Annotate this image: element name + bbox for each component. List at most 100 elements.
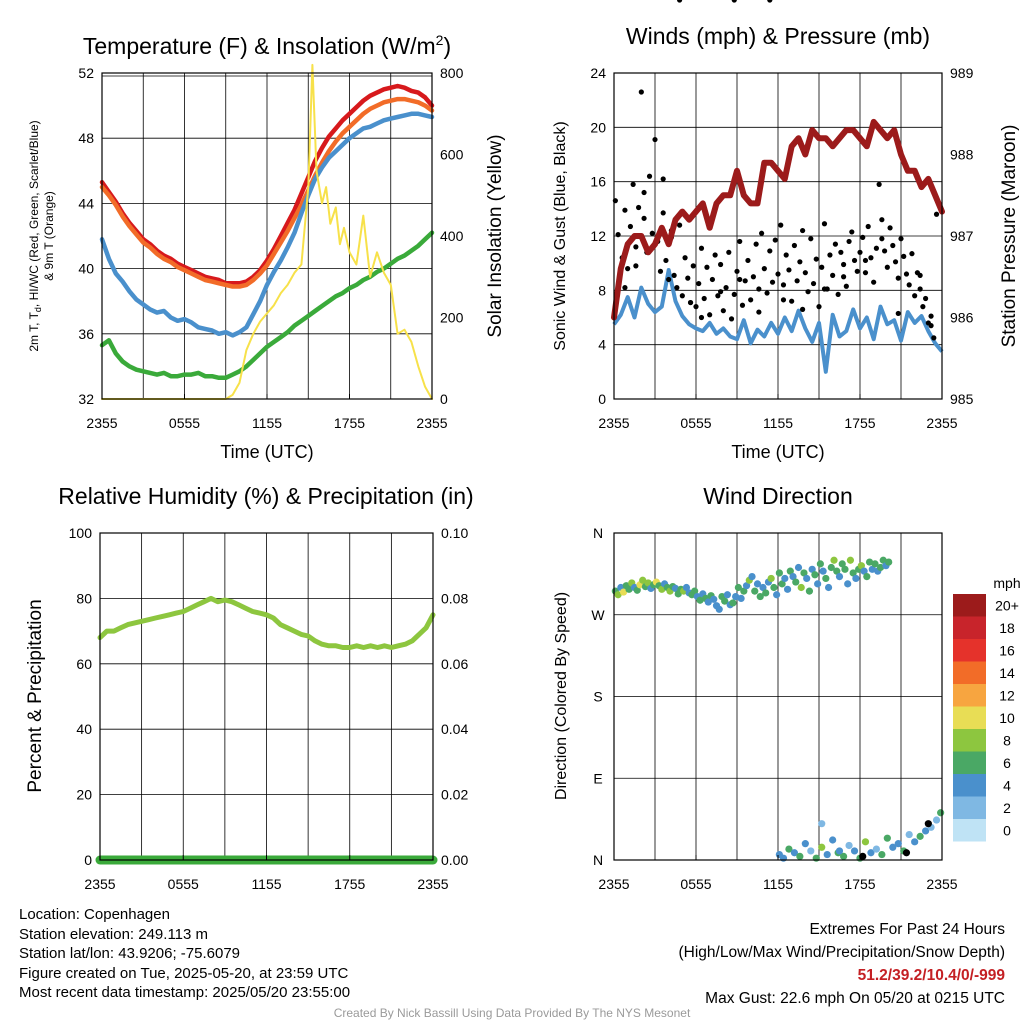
speed-legend-swatch-1 [953, 616, 986, 639]
gust-point [622, 285, 628, 291]
gust-point [641, 189, 647, 196]
panel3-x-tick-1: 0555 [168, 876, 199, 892]
gust-point [854, 268, 860, 274]
panel1-left-tick-3: 44 [78, 195, 94, 211]
gust-point [615, 232, 621, 238]
gust-point [846, 238, 852, 245]
wind-direction-point [767, 574, 775, 583]
winds-panel-title: Winds (mph) & Pressure (mb) [626, 23, 930, 49]
temperature-series-0 [99, 83, 435, 286]
gust-point [832, 241, 839, 247]
wind-direction-point [704, 598, 712, 606]
wind-direction-point [872, 845, 881, 853]
wind-direction-point [871, 560, 879, 568]
wind-direction-point [846, 556, 855, 564]
panel2-right-tick-3: 988 [950, 147, 974, 163]
gust-point [920, 304, 926, 310]
gust-point [652, 136, 658, 143]
speed-legend-swatch-8 [953, 774, 986, 797]
extremes-values: 51.2/39.2/10.4/0/-999 [857, 967, 1005, 984]
panel2-left-tick-0: 0 [598, 391, 606, 407]
wind-direction-point [878, 850, 886, 859]
gust-point [909, 251, 915, 257]
max-gust: Max Gust: 22.6 mph On 05/20 at 0215 UTC [705, 990, 1005, 1007]
gust-point [756, 309, 762, 315]
wind-direction-point [905, 830, 913, 839]
wind-direction-point [879, 556, 887, 564]
gust-point [723, 285, 729, 291]
gust-point [876, 181, 882, 187]
gust-point [709, 276, 716, 283]
gust-point [862, 270, 869, 276]
wind-direction-point [753, 580, 762, 588]
gust-point [890, 242, 896, 249]
gust-point [701, 295, 707, 302]
wind-direction-point [639, 576, 647, 584]
panel2-x-tick-3: 1755 [844, 415, 875, 431]
wind-direction-point [838, 560, 846, 568]
gust-point [835, 291, 841, 298]
wind-direction-point [859, 852, 867, 860]
temperature-series-2 [99, 111, 435, 338]
station-latlon: Station lat/lon: 43.9206; -75.6079 [19, 945, 241, 962]
panel1-x-tick-2: 1155 [252, 415, 282, 431]
panel1-left-tick-5: 52 [78, 65, 94, 81]
gust-point [895, 310, 901, 317]
gust-point [677, 0, 683, 3]
panel2-right-tick-4: 989 [950, 65, 974, 81]
speed-legend-label-5: 10 [999, 710, 1015, 726]
panel2-x-tick-0: 2355 [598, 415, 629, 431]
panel1-right-tick-0: 0 [440, 391, 448, 407]
humidity-grid [100, 533, 433, 860]
gust-point [797, 259, 803, 265]
gust-point [887, 225, 893, 231]
panel2-right-tick-1: 986 [950, 310, 974, 326]
station-elevation: Station elevation: 249.113 m [19, 925, 209, 943]
speed-legend-swatch-10 [953, 819, 986, 842]
wind-direction-point [833, 567, 841, 575]
wind-direction-point [937, 809, 945, 817]
panel4-x-tick-2: 1155 [763, 876, 793, 892]
gust-point [677, 222, 683, 228]
wind-direction-point [827, 563, 835, 572]
wind-direction-point [844, 580, 852, 588]
panel3-left-tick-3: 60 [76, 656, 92, 672]
panel1-left-tick-1: 36 [78, 326, 94, 342]
gust-point [772, 237, 778, 243]
wind-direction-point [876, 563, 885, 572]
winds-x-axis-label: Time (UTC) [731, 442, 824, 462]
wind-direction-point [800, 569, 808, 577]
gust-point [805, 289, 811, 295]
speed-legend-swatch-0 [953, 594, 986, 617]
panel4-x-tick-4: 2355 [926, 876, 957, 892]
wind-direction-point [710, 595, 718, 603]
wind-direction-point [924, 820, 932, 828]
gust-point [802, 270, 808, 276]
wind-direction-point [819, 567, 827, 575]
wind-direction-panel-title: Wind Direction [703, 483, 853, 509]
gust-point [769, 279, 776, 285]
wind-direction-point [841, 565, 849, 573]
wind-direction-point [715, 605, 723, 613]
gust-point [898, 236, 904, 242]
gust-point [794, 278, 800, 284]
gust-point [879, 236, 885, 242]
wind-direction-point [773, 591, 781, 599]
panel1-x-tick-1: 0555 [169, 415, 200, 431]
wind-direction-point [619, 588, 628, 596]
wind-direction-point [786, 567, 794, 575]
wind-direction-point [860, 567, 868, 575]
gust-point [734, 268, 740, 274]
wind-direction-point [797, 583, 805, 592]
wind-direction-point [625, 585, 633, 593]
wind-direction-point [785, 845, 793, 853]
station-location: Location: Copenhagen [19, 906, 170, 923]
gust-point [641, 215, 647, 221]
humidity-y-axis-label: Percent & Precipitation [25, 599, 46, 792]
wind-direction-point [849, 569, 857, 577]
wind-direction-point [790, 849, 799, 857]
panel2-x-tick-2: 1155 [763, 415, 793, 431]
wind-direction-point [696, 596, 704, 604]
sonic-wind-line [612, 268, 944, 374]
